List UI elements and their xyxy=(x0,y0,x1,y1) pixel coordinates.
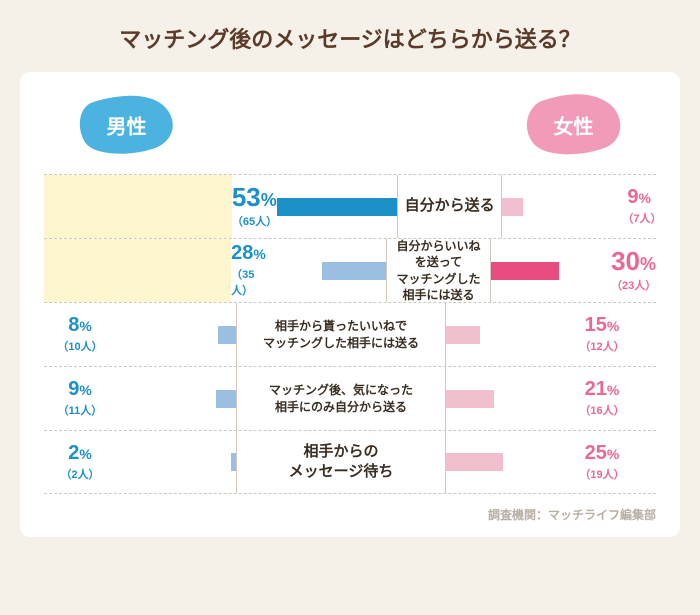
female-bar-zone xyxy=(446,303,566,366)
female-pct-label: 21%（16人） xyxy=(566,367,638,430)
badges-row: 男性 女性 xyxy=(44,94,656,174)
female-bar-zone xyxy=(502,175,622,238)
male-bar-zone xyxy=(116,431,236,493)
male-bar-zone xyxy=(277,175,397,238)
male-bar-zone xyxy=(116,367,236,430)
row-label: 自分からいいねを送ってマッチングした相手には送る xyxy=(386,239,491,302)
female-pct-label: 15%（12人） xyxy=(566,303,638,366)
female-bar xyxy=(446,390,494,408)
chart-rows: 53%（65人） 自分から送る 9%（7人） 28%（35人） 自分からいいねを送ってマ… xyxy=(44,174,656,494)
chart-footer: 調査機関：マッチライフ編集部 xyxy=(44,506,656,523)
male-pct-label: 9%（11人） xyxy=(44,367,116,430)
female-pct-label: 9%（7人） xyxy=(622,175,656,238)
female-bar xyxy=(446,453,503,471)
male-pct-label: 8%（10人） xyxy=(44,303,116,366)
chart-title: マッチング後のメッセージはどちらから送る？ xyxy=(20,22,680,54)
female-bar-zone xyxy=(446,431,566,493)
male-bar-zone xyxy=(116,303,236,366)
female-bar xyxy=(446,326,480,344)
female-badge: 女性 xyxy=(521,94,626,156)
male-bar xyxy=(277,198,397,216)
female-bar xyxy=(502,198,522,216)
row-label: 相手からのメッセージ待ち xyxy=(236,431,446,493)
female-badge-label: 女性 xyxy=(554,111,594,140)
row-label: 相手から貰ったいいねでマッチングした相手には送る xyxy=(236,303,446,366)
male-bar xyxy=(322,262,385,280)
female-pct-label: 30%（23人） xyxy=(611,239,656,302)
male-badge-label: 男性 xyxy=(107,111,147,140)
male-pct-label: 53%（65人） xyxy=(232,175,277,238)
female-pct-label: 25%（19人） xyxy=(566,431,638,493)
male-bar xyxy=(218,326,236,344)
male-bar xyxy=(216,390,236,408)
female-bar-zone xyxy=(446,367,566,430)
row-label: マッチング後、気になった相手にのみ自分から送る xyxy=(236,367,446,430)
chart-card: 男性 女性 53%（65人） 自分から送る 9%（7人） 28%（35人） 自分からいい… xyxy=(20,72,680,537)
row-label: 自分から送る xyxy=(397,175,503,238)
male-pct-label: 2%（2人） xyxy=(44,431,116,493)
male-pct-label: 28%（35人） xyxy=(231,239,266,302)
male-bar-zone xyxy=(266,239,386,302)
male-badge: 男性 xyxy=(74,94,179,156)
female-bar-zone xyxy=(491,239,611,302)
female-bar xyxy=(491,262,559,280)
